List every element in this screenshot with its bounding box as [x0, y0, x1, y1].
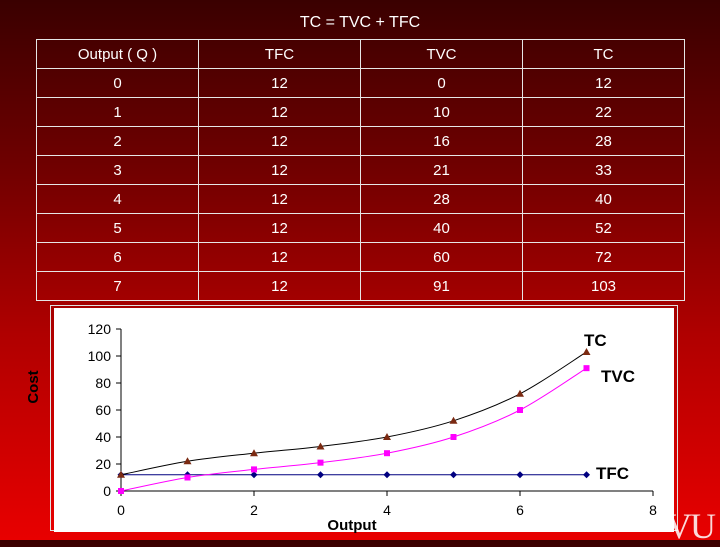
- tc-point: [383, 433, 391, 440]
- cell-tfc: 12: [198, 184, 361, 214]
- cell-tvc: 16: [360, 126, 523, 156]
- header-tvc: TVC: [360, 39, 523, 69]
- cell-tvc: 0: [360, 68, 523, 98]
- table-row: 1 12 10 22: [36, 97, 685, 127]
- y-tick-label: 20: [95, 456, 111, 472]
- x-tick-label: 4: [383, 502, 391, 518]
- cell-tc: 28: [522, 126, 685, 156]
- header-tfc: TFC: [198, 39, 361, 69]
- series-label-tvc: TVC: [601, 367, 635, 386]
- header-tc: TC: [522, 39, 685, 69]
- series-label-tfc: TFC: [596, 464, 629, 483]
- x-tick-label: 6: [516, 502, 524, 518]
- tfc-point: [450, 471, 457, 479]
- cell-output: 6: [36, 242, 199, 272]
- y-tick-label: 0: [103, 483, 111, 499]
- cell-tvc: 60: [360, 242, 523, 272]
- tvc-point: [583, 365, 590, 372]
- tc-point: [449, 416, 458, 424]
- table-header-row: Output ( Q ) TFC TVC TC: [36, 39, 685, 69]
- header-output: Output ( Q ): [36, 39, 199, 69]
- cell-tc: 22: [522, 97, 685, 127]
- cell-tfc: 12: [198, 97, 361, 127]
- tfc-point: [583, 471, 590, 479]
- tfc-point: [250, 471, 258, 479]
- tc-point: [183, 457, 192, 465]
- tc-point: [582, 347, 591, 355]
- cell-tvc: 21: [360, 155, 523, 185]
- series-line-tvc: [120, 367, 587, 492]
- tvc-point: [450, 434, 457, 440]
- tvc-point: [317, 459, 324, 466]
- tvc-point: [118, 488, 124, 494]
- tvc-point: [384, 450, 390, 457]
- tvc-point: [517, 407, 523, 413]
- x-axis-label: Output: [327, 517, 376, 534]
- cell-tfc: 12: [198, 242, 361, 272]
- tfc-point: [516, 471, 524, 479]
- cell-tvc: 10: [360, 97, 523, 127]
- x-tick-label: 0: [117, 502, 125, 518]
- x-tick-label: 8: [649, 502, 657, 518]
- cost-table: Output ( Q ) TFC TVC TC 0 12 0 12 1 12 1…: [36, 39, 685, 301]
- cell-tc: 103: [522, 271, 685, 301]
- cell-tfc: 12: [198, 213, 361, 243]
- cell-output: 3: [36, 155, 199, 185]
- table-row: 0 12 0 12: [36, 68, 685, 98]
- series-label-tc: TC: [584, 331, 607, 350]
- cell-tc: 52: [522, 213, 685, 243]
- cell-tvc: 91: [360, 271, 523, 301]
- tc-point: [250, 449, 258, 457]
- page-title: TC = TVC + TFC: [299, 14, 421, 31]
- cell-tc: 12: [522, 68, 685, 98]
- tc-point: [516, 389, 524, 397]
- y-tick-label: 100: [88, 348, 112, 364]
- tc-point: [117, 470, 125, 478]
- cell-tfc: 12: [198, 126, 361, 156]
- tfc-point: [317, 471, 324, 479]
- tfc-point: [383, 471, 391, 479]
- y-tick-label: 120: [88, 321, 112, 337]
- y-axis-label: Cost: [25, 370, 42, 403]
- cell-tfc: 12: [198, 271, 361, 301]
- y-tick-label: 60: [95, 402, 111, 418]
- table-row: 2 12 16 28: [36, 126, 685, 156]
- table-row: 7 12 91 103: [36, 271, 685, 301]
- series-line-tc: [120, 351, 587, 476]
- university-logo: VU: [666, 506, 716, 546]
- tvc-point: [184, 474, 191, 481]
- cell-output: 7: [36, 271, 199, 301]
- table-row: 3 12 21 33: [36, 155, 685, 185]
- cell-tc: 33: [522, 155, 685, 185]
- y-tick-label: 80: [95, 375, 111, 391]
- y-tick-label: 40: [95, 429, 111, 445]
- tc-point: [316, 442, 325, 450]
- cell-tvc: 40: [360, 213, 523, 243]
- chart-panel: [54, 308, 674, 532]
- x-tick-label: 2: [250, 502, 258, 518]
- tvc-point: [251, 466, 257, 473]
